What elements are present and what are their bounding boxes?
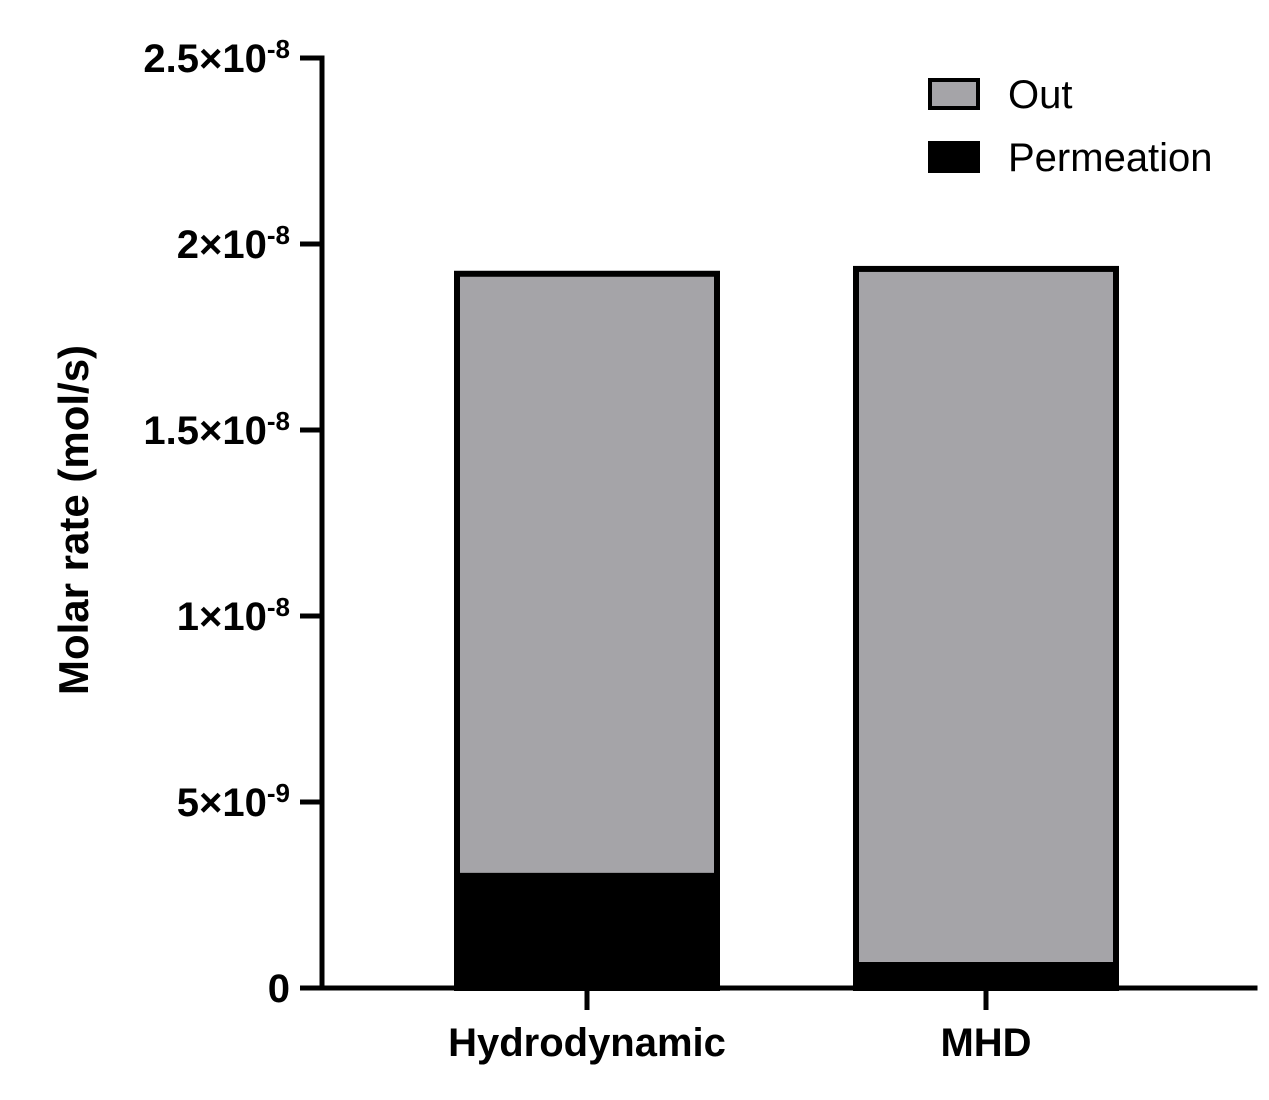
- y-tick-label: 5×10-9: [177, 778, 290, 825]
- y-tick-label: 1.5×10-8: [143, 406, 290, 453]
- y-axis-label: Molar rate (mol/s): [50, 345, 97, 695]
- legend-swatch-out: [928, 78, 980, 110]
- x-tick-label: Hydrodynamic: [448, 1021, 726, 1065]
- axes-layer: [319, 55, 1258, 991]
- bar-out-hydrodynamic: [457, 273, 717, 873]
- y-tick-label: 2.5×10-8: [143, 34, 290, 81]
- legend-label-permeation: Permeation: [1008, 136, 1213, 180]
- y-ticks: 0 5×10-9 1×10-8 1.5×10-8 2×10-8 2.5×10-8: [143, 34, 322, 1011]
- bar-out-mhd: [856, 268, 1116, 962]
- bars-layer: [454, 265, 1119, 991]
- y-tick-label: 0: [268, 967, 290, 1011]
- y-tick-label: 2×10-8: [177, 220, 290, 267]
- y-tick-label: 1×10-8: [177, 592, 290, 639]
- bar-permeation-mhd: [856, 961, 1116, 988]
- legend: Out Permeation: [928, 73, 1213, 180]
- x-tick-label: MHD: [940, 1021, 1031, 1065]
- bar-permeation-hydrodynamic: [457, 872, 717, 988]
- legend-swatch-permeation: [928, 141, 980, 173]
- legend-label-out: Out: [1008, 73, 1072, 117]
- x-ticks: Hydrodynamic MHD: [448, 988, 1032, 1065]
